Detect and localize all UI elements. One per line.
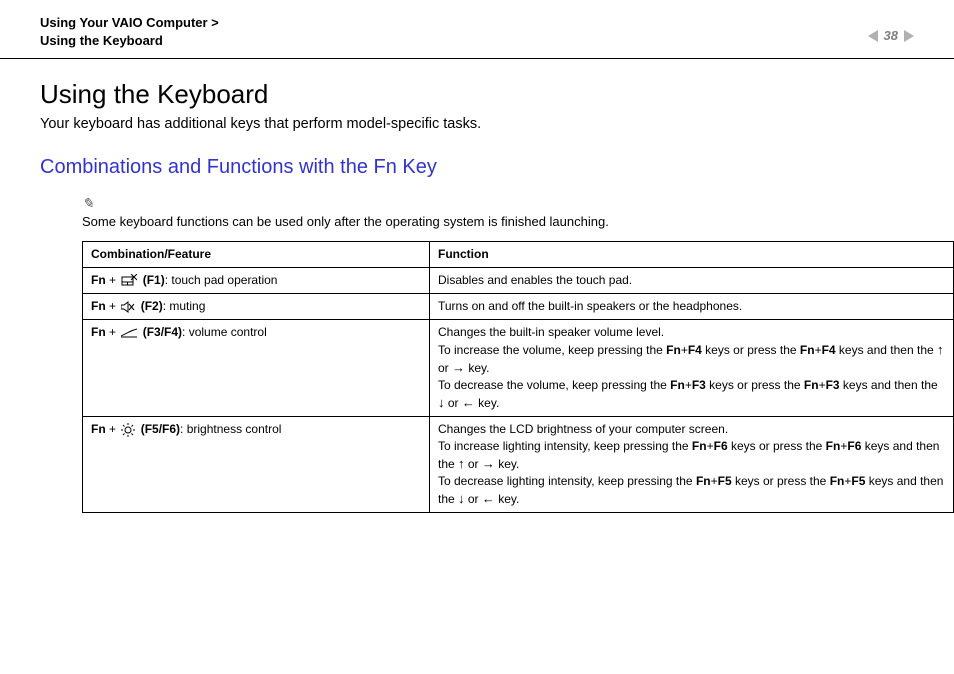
fn-text: To decrease lighting intensity, keep pre…: [438, 474, 696, 488]
key-bold: Fn: [804, 378, 819, 392]
key-bold: Fn: [696, 474, 711, 488]
feature-desc: : muting: [163, 299, 206, 313]
function-cell: Turns on and off the built-in speakers o…: [430, 293, 954, 319]
pencil-note-icon: ✎: [82, 195, 94, 211]
volume-icon: [121, 328, 137, 338]
key-label: (F1): [143, 273, 165, 287]
key-bold: F5: [851, 474, 865, 488]
pager: 38: [868, 14, 914, 43]
table-header-row: Combination/Feature Function: [83, 242, 954, 268]
touchpad-icon: [121, 274, 137, 288]
note-block: ✎ Some keyboard functions can be used on…: [82, 195, 914, 231]
table-row: Fn + (F5/F6): brightness control Changes…: [83, 416, 954, 512]
key-bold: Fn: [692, 439, 707, 453]
arrow-right-icon: →: [452, 360, 465, 375]
fn-text: keys and then the: [840, 378, 938, 392]
or-text: or: [465, 457, 482, 471]
intro-text: Your keyboard has additional keys that p…: [40, 116, 914, 132]
fn-text: keys or press the: [706, 378, 804, 392]
fn-text: key.: [465, 361, 489, 375]
function-cell: Disables and enables the touch pad.: [430, 268, 954, 294]
plus-text: +: [685, 378, 692, 392]
fn-text: To decrease the volume, keep pressing th…: [438, 378, 670, 392]
plus-text: +: [711, 474, 718, 488]
mute-icon: [121, 301, 135, 313]
table-row: Fn + (F1): touch pad operation Disables …: [83, 268, 954, 294]
page-number: 38: [884, 28, 898, 43]
or-text: or: [445, 396, 462, 410]
fn-text: To increase the volume, keep pressing th…: [438, 343, 666, 357]
breadcrumb-line1[interactable]: Using Your VAIO Computer >: [40, 15, 219, 30]
key-label: (F3/F4): [143, 325, 182, 339]
fn-key-table: Combination/Feature Function Fn + (F1): …: [82, 241, 954, 512]
arrow-up-icon: ↑: [937, 342, 944, 357]
fn-text: key.: [495, 492, 519, 506]
plus-text: +: [106, 422, 120, 436]
key-label: (F5/F6): [141, 422, 180, 436]
page-title: Using the Keyboard: [40, 79, 914, 110]
fn-label: Fn: [91, 325, 106, 339]
fn-label: Fn: [91, 273, 106, 287]
function-cell: Changes the built-in speaker volume leve…: [430, 319, 954, 416]
plus-text: +: [106, 325, 120, 339]
key-bold: Fn: [666, 343, 681, 357]
key-bold: Fn: [800, 343, 815, 357]
fn-text: keys or press the: [732, 474, 830, 488]
or-text: or: [465, 492, 482, 506]
plus-text: +: [815, 343, 822, 357]
note-text: Some keyboard functions can be used only…: [82, 214, 609, 229]
key-bold: F5: [718, 474, 732, 488]
combo-cell: Fn + (F3/F4): volume control: [83, 319, 430, 416]
plus-text: +: [681, 343, 688, 357]
arrow-left-icon: ←: [482, 491, 495, 506]
key-bold: F3: [692, 378, 706, 392]
fn-line: Changes the built-in speaker volume leve…: [438, 325, 664, 339]
header-combination: Combination/Feature: [83, 242, 430, 268]
brightness-icon: [121, 423, 135, 437]
key-bold: Fn: [826, 439, 841, 453]
feature-desc: : brightness control: [180, 422, 281, 436]
plus-text: +: [707, 439, 714, 453]
fn-line: Changes the LCD brightness of your compu…: [438, 422, 728, 436]
fn-text: keys or press the: [728, 439, 826, 453]
or-text: or: [438, 361, 452, 375]
header-function: Function: [430, 242, 954, 268]
key-bold: F4: [688, 343, 702, 357]
key-bold: F3: [826, 378, 840, 392]
fn-text: key.: [495, 457, 519, 471]
section-title: Combinations and Functions with the Fn K…: [40, 156, 914, 179]
key-label: (F2): [141, 299, 163, 313]
fn-text: key.: [475, 396, 499, 410]
fn-text: keys or press the: [702, 343, 800, 357]
key-bold: F6: [847, 439, 861, 453]
arrow-left-icon: ←: [462, 395, 475, 410]
key-bold: F6: [714, 439, 728, 453]
combo-cell: Fn + (F2): muting: [83, 293, 430, 319]
combo-cell: Fn + (F1): touch pad operation: [83, 268, 430, 294]
plus-text: +: [106, 299, 120, 313]
plus-text: +: [106, 273, 120, 287]
feature-desc: : touch pad operation: [165, 273, 278, 287]
fn-text: keys and then the: [836, 343, 937, 357]
key-bold: Fn: [670, 378, 685, 392]
feature-desc: : volume control: [182, 325, 267, 339]
prev-page-icon[interactable]: [868, 30, 878, 42]
combo-cell: Fn + (F5/F6): brightness control: [83, 416, 430, 512]
page-content: Using the Keyboard Your keyboard has add…: [0, 59, 954, 512]
arrow-right-icon: →: [482, 456, 495, 471]
table-row: Fn + (F2): muting Turns on and off the b…: [83, 293, 954, 319]
breadcrumb: Using Your VAIO Computer > Using the Key…: [40, 14, 219, 50]
plus-text: +: [819, 378, 826, 392]
breadcrumb-line2[interactable]: Using the Keyboard: [40, 33, 163, 48]
page-header: Using Your VAIO Computer > Using the Key…: [0, 0, 954, 59]
fn-label: Fn: [91, 299, 106, 313]
fn-label: Fn: [91, 422, 106, 436]
function-cell: Changes the LCD brightness of your compu…: [430, 416, 954, 512]
fn-text: To increase lighting intensity, keep pre…: [438, 439, 692, 453]
table-row: Fn + (F3/F4): volume control Changes the…: [83, 319, 954, 416]
key-bold: Fn: [830, 474, 845, 488]
key-bold: F4: [822, 343, 836, 357]
next-page-icon[interactable]: [904, 30, 914, 42]
